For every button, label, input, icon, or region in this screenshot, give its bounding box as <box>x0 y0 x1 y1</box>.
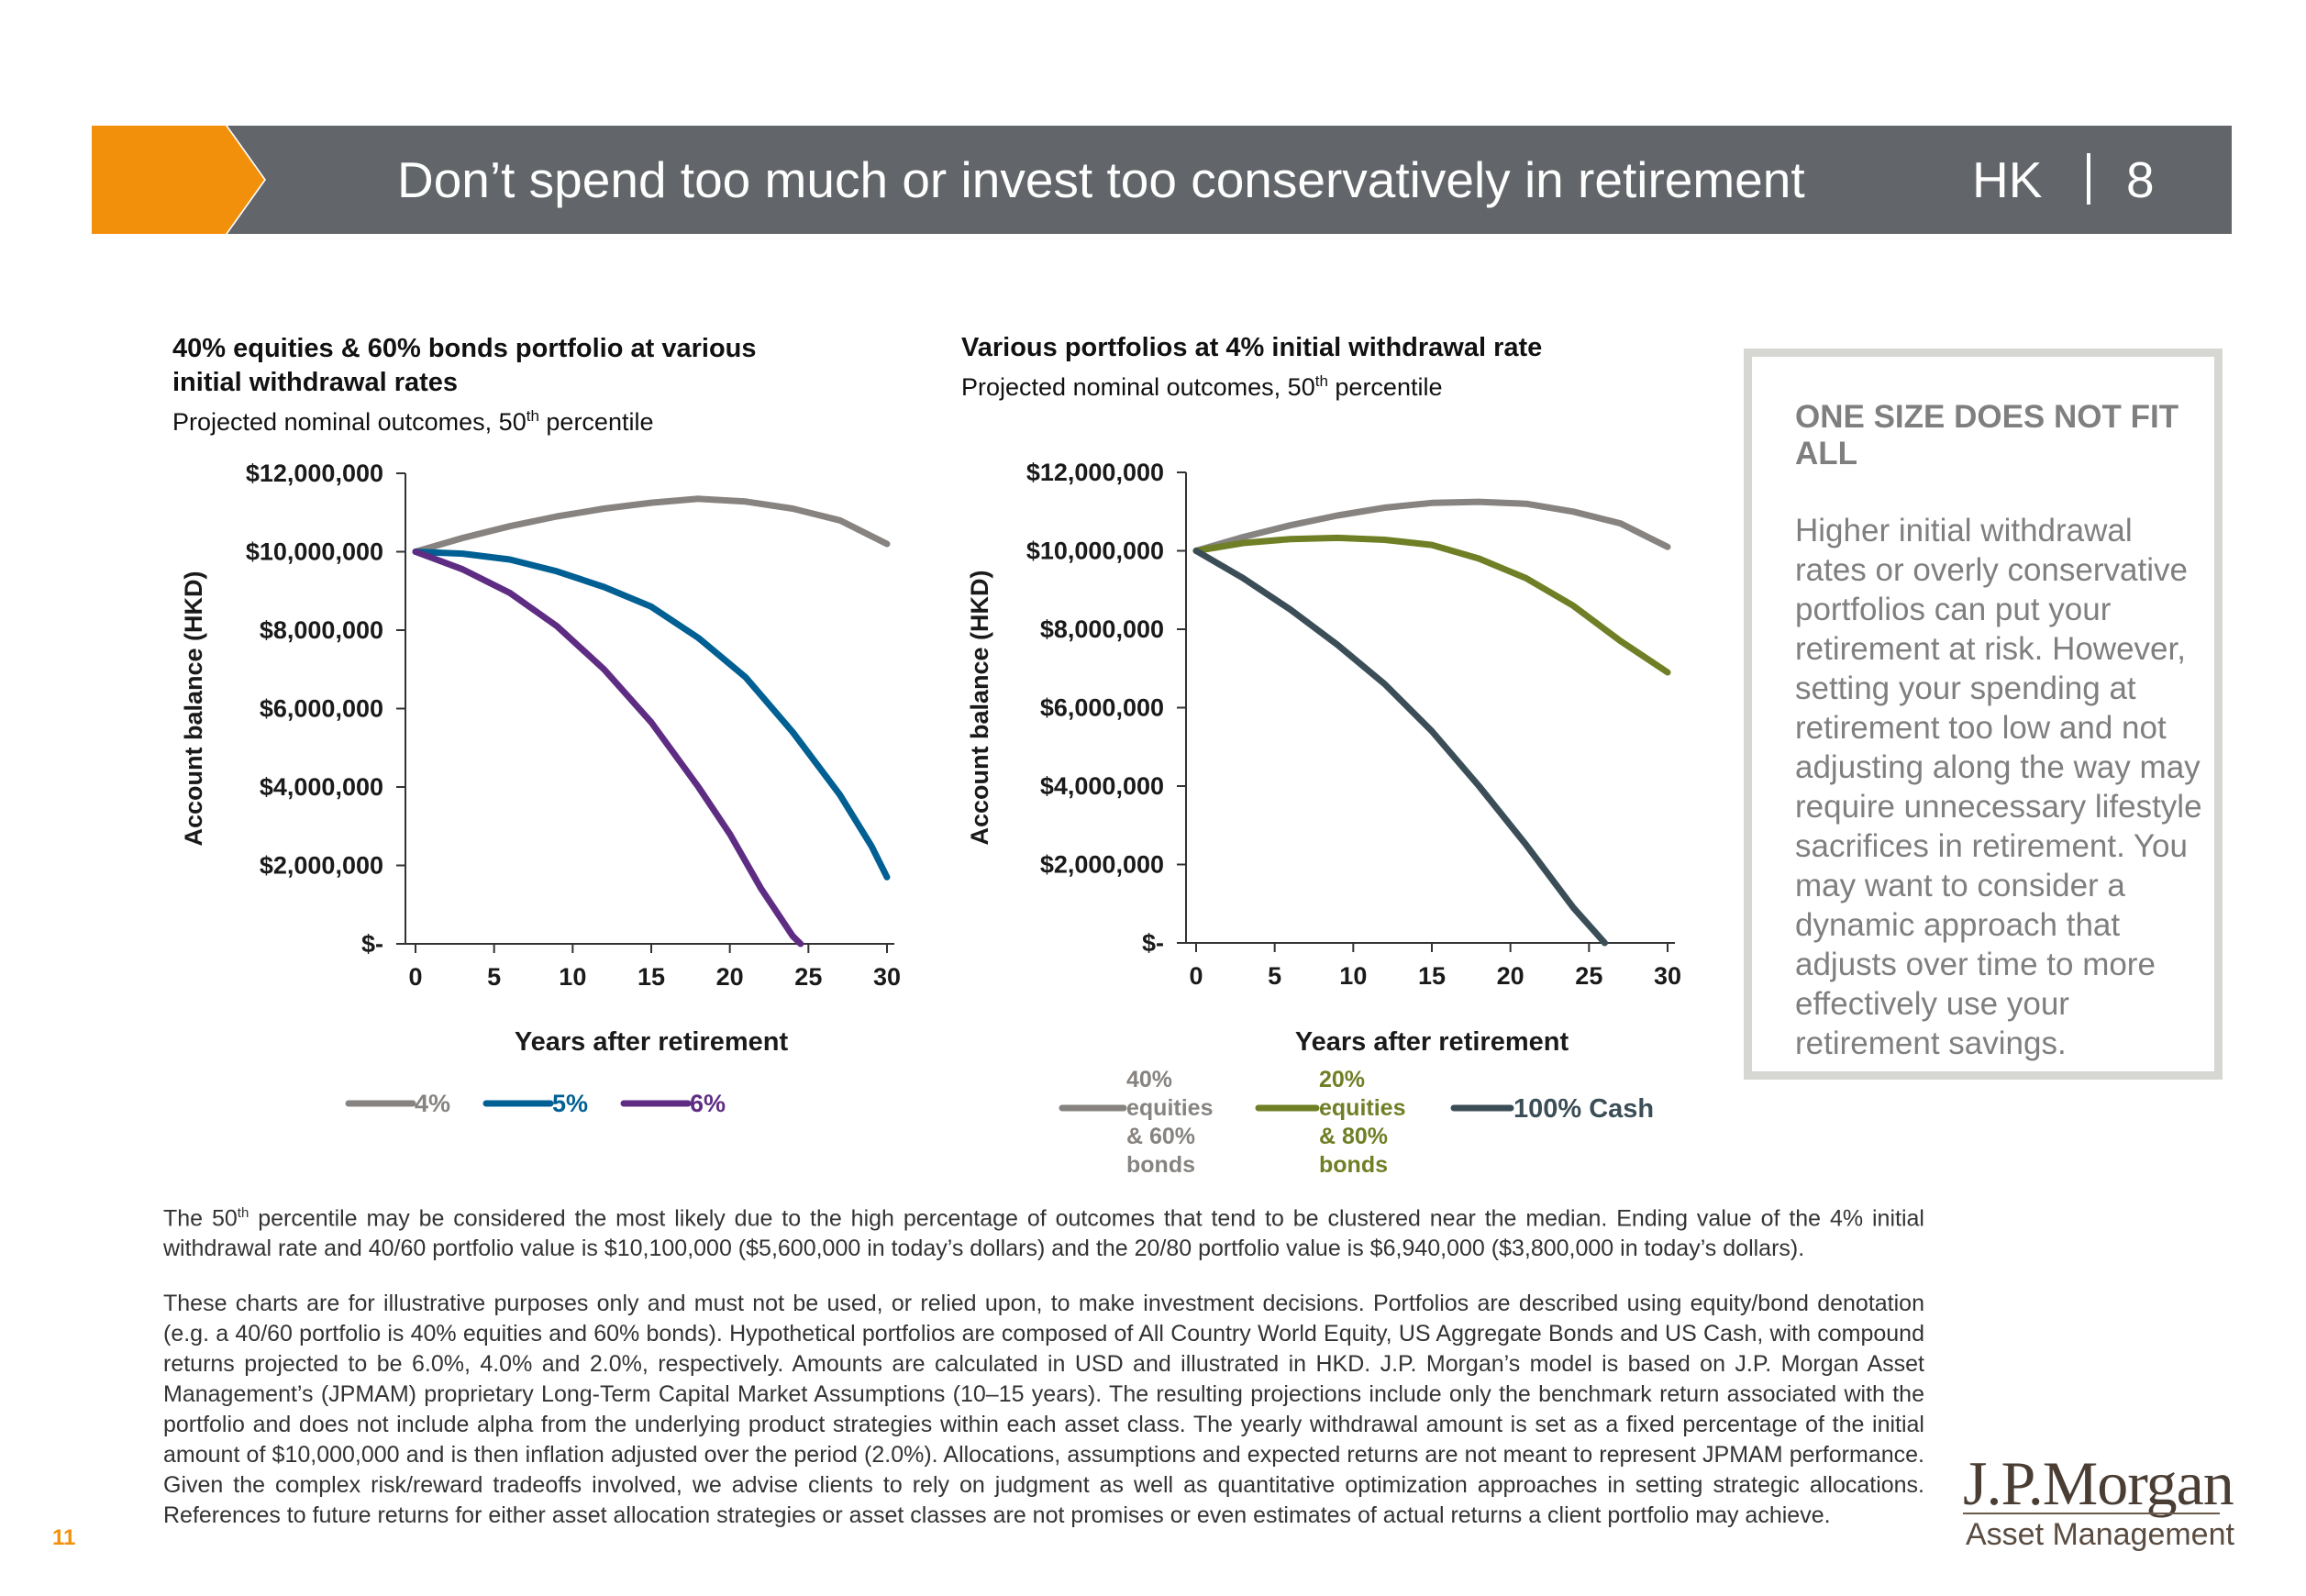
x-tick-label: 25 <box>794 963 822 991</box>
x-tick-label: 30 <box>873 963 901 991</box>
y-tick-label: $- <box>1142 929 1164 957</box>
x-axis-label: Years after retirement <box>515 1027 789 1057</box>
right-line-chart: $- $2,000,000 $4,000,000 $6,000,000 $8,000,0… <box>966 459 1681 1178</box>
x-tick-label: 10 <box>559 963 586 991</box>
series-line <box>1192 548 1608 947</box>
x-tick-label: 0 <box>408 963 422 991</box>
y-tick-label: $10,000,000 <box>246 538 383 566</box>
slide-number: 11 <box>52 1525 76 1550</box>
y-tick-label: $4,000,000 <box>260 773 383 801</box>
jpmorgan-logo: J.P.Morgan <box>1963 1448 2234 1518</box>
right-chart-heading: Various portfolios at 4% initial withdra… <box>961 331 1695 404</box>
y-tick-label: $4,000,000 <box>1040 772 1164 800</box>
page-title: Don’t spend too much or invest too conse… <box>397 151 1805 208</box>
y-tick-label: $12,000,000 <box>1026 459 1164 486</box>
x-tick-label: 20 <box>716 963 744 991</box>
y-axis-label: Account balance (HKD) <box>966 570 993 845</box>
x-tick-label: 5 <box>1268 962 1281 990</box>
y-tick-label: $8,000,000 <box>1040 615 1164 643</box>
right-chart-title-line1: Various portfolios at 4% initial withdra… <box>961 333 1543 362</box>
orange-arrow-tip <box>220 126 264 234</box>
series-line <box>1192 498 1671 554</box>
legend-label: 4% <box>415 1090 450 1117</box>
legend-label: 100% Cash <box>1513 1094 1654 1124</box>
y-axis-label: Account balance (HKD) <box>180 571 207 846</box>
legend-label: 20% <box>1319 1067 1365 1092</box>
orange-chevron <box>92 126 226 234</box>
y-tick-label: $6,000,000 <box>260 695 383 723</box>
insight-box: ONE SIZE DOES NOT FIT ALL Higher initial… <box>1744 349 2223 1080</box>
left-chart-heading: 40% equities & 60% bonds portfolio at va… <box>172 332 906 438</box>
x-tick-label: 20 <box>1497 962 1524 990</box>
header-separator <box>2087 153 2090 205</box>
y-tick-label: $12,000,000 <box>246 460 383 487</box>
x-tick-label: 10 <box>1339 962 1367 990</box>
header-page-number: 8 <box>2126 151 2155 208</box>
legend-label: equities <box>1126 1095 1213 1121</box>
logo-subtitle: Asset Management <box>1966 1517 2234 1552</box>
footnote-disclaimer: These charts are for illustrative purpos… <box>163 1291 1924 1528</box>
y-tick-label: $8,000,000 <box>260 616 383 644</box>
y-tick-label: $2,000,000 <box>1040 851 1164 879</box>
right-chart-subtitle: Projected nominal outcomes, 50th percent… <box>961 372 1443 401</box>
logo-divider <box>1963 1513 2220 1514</box>
legend-label: & 60% <box>1126 1124 1195 1149</box>
banner-shapes <box>92 126 2232 234</box>
series-line <box>1192 534 1671 676</box>
legend-label: bonds <box>1319 1152 1388 1178</box>
x-tick-label: 30 <box>1654 962 1681 990</box>
left-chart-title-line1: 40% equities & 60% bonds portfolio at va… <box>172 334 757 363</box>
title-bar <box>227 126 2232 234</box>
legend-label: 40% <box>1126 1067 1172 1092</box>
x-tick-label: 5 <box>487 963 501 991</box>
y-tick-label: $- <box>361 930 383 958</box>
left-chart-subtitle: Projected nominal outcomes, 50th percent… <box>172 407 654 436</box>
insight-heading: ONE SIZE DOES NOT FIT ALL <box>1795 399 2179 471</box>
region-label: HK <box>1972 151 2043 208</box>
header-banner: Don’t spend too much or invest too conse… <box>92 126 2232 234</box>
insight-body: Higher initial withdrawal rates or overl… <box>1795 513 2202 1061</box>
series-line <box>412 495 891 555</box>
legend-label: equities <box>1319 1095 1405 1121</box>
left-chart-title-line2: initial withdrawal rates <box>172 368 459 397</box>
x-tick-label: 0 <box>1189 962 1203 990</box>
legend-label: 6% <box>690 1090 726 1117</box>
legend-label: 5% <box>552 1090 588 1117</box>
footnote-percentile: The 50th percentile may be considered th… <box>163 1205 1924 1262</box>
x-tick-label: 15 <box>637 963 665 991</box>
series-line <box>412 549 891 881</box>
left-line-chart: $- $2,000,000 $4,000,000 $6,000,000 $8,000,0… <box>180 460 901 1117</box>
y-tick-label: $6,000,000 <box>1040 694 1164 722</box>
y-tick-label: $2,000,000 <box>260 852 383 880</box>
series-line <box>412 549 804 948</box>
x-axis-label: Years after retirement <box>1295 1027 1569 1057</box>
x-tick-label: 15 <box>1418 962 1446 990</box>
y-tick-label: $10,000,000 <box>1026 538 1164 565</box>
legend-label: bonds <box>1126 1152 1195 1178</box>
legend-label: & 80% <box>1319 1124 1388 1149</box>
x-tick-label: 25 <box>1575 962 1602 990</box>
